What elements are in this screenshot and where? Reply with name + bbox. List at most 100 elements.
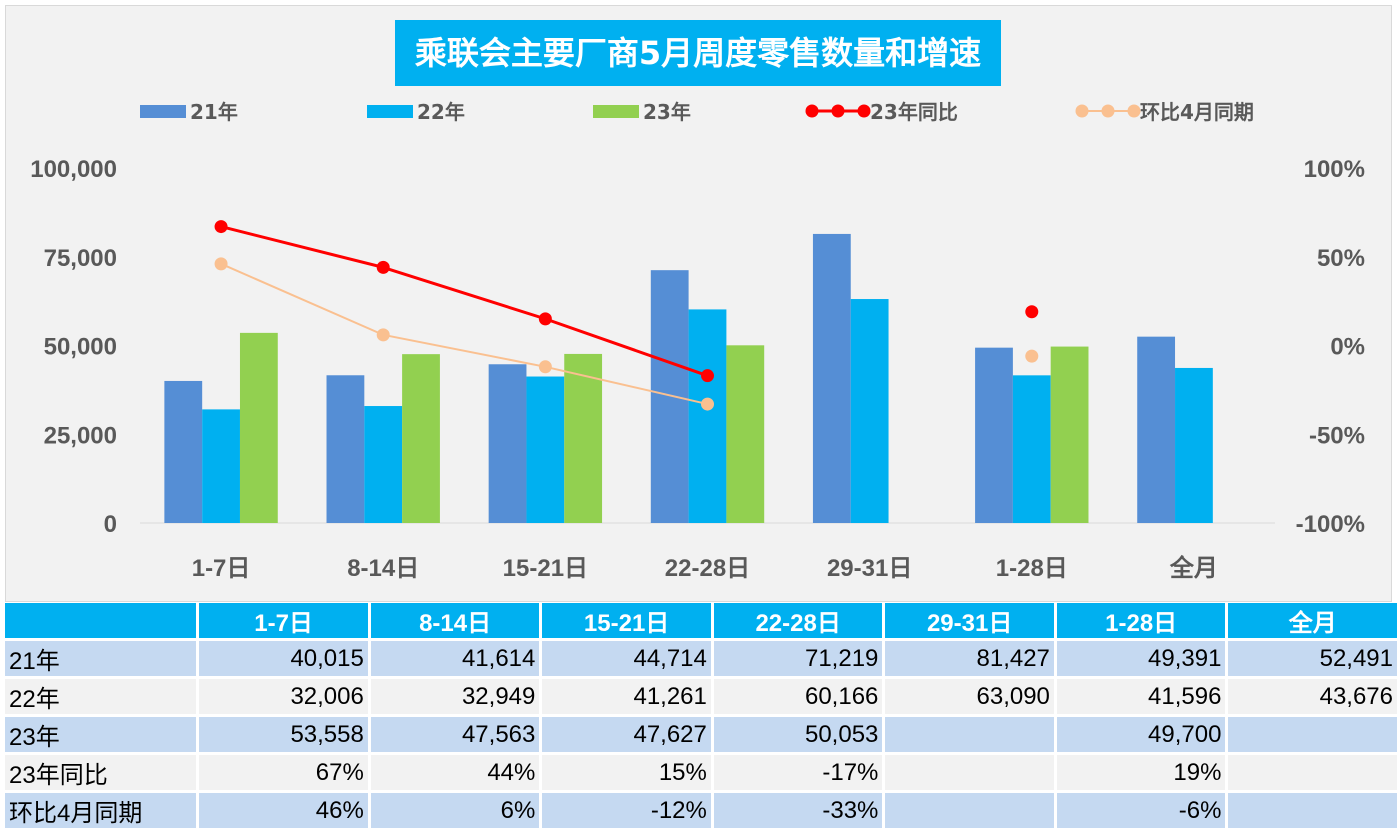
point-环比4月同期 (701, 397, 714, 411)
legend-swatch (593, 105, 639, 118)
bar-22年 (202, 409, 240, 523)
legend-marker (1127, 104, 1141, 118)
bar-21年 (650, 270, 689, 523)
table-cell (1228, 717, 1397, 752)
bar-21年 (326, 375, 365, 523)
bar-22年 (364, 406, 403, 523)
table-cell: -12% (542, 793, 711, 828)
table-cell: 71,219 (713, 641, 883, 676)
bar-21年 (488, 364, 527, 523)
table-cell: 15-21日 (542, 603, 711, 638)
point-环比4月同期 (1025, 349, 1039, 363)
row-label: 23年同比 (5, 755, 197, 790)
point-23年同比 (701, 369, 714, 383)
table-cell: 41,596 (1056, 679, 1226, 714)
table-cell: 53,558 (199, 717, 368, 752)
table-cell (1228, 793, 1397, 828)
legend-marker (857, 104, 871, 118)
table-cell: 44% (370, 755, 540, 790)
table-row: 环比4月同期 46% 6% -12% -33% -6% (5, 793, 1397, 828)
y-left-tick-label: 100,000 (30, 156, 117, 183)
legend-label: 23年同比 (870, 100, 958, 124)
table-cell: 46% (199, 793, 368, 828)
combo-chart: 0 25,000 50,000 75,000 100,000 -100% -50% 0% 50%… (30, 100, 1365, 582)
table-row: 21年 40,015 41,614 44,714 71,219 81,427 49,391 5… (5, 641, 1397, 676)
x-tick-label: 22-28日 (665, 555, 750, 582)
table-cell: 52,491 (1228, 641, 1397, 676)
row-label (5, 603, 197, 638)
table-cell: -33% (713, 793, 883, 828)
chart-title: 乘联会主要厂商5月周度零售数量和增速 (395, 20, 1001, 86)
table-cell: 81,427 (885, 641, 1054, 676)
bar-22年 (526, 376, 565, 523)
y-left-tick-label: 25,000 (44, 422, 117, 449)
point-23年同比 (214, 220, 228, 234)
table-cell: 49,700 (1056, 717, 1226, 752)
x-tick-label: 8-14日 (347, 555, 419, 582)
table-cell (885, 755, 1054, 790)
table-cell: 47,627 (542, 717, 711, 752)
table-cell (885, 717, 1054, 752)
table-cell (885, 793, 1054, 828)
legend-label: 21年 (190, 100, 238, 124)
table-cell: 67% (199, 755, 368, 790)
x-tick-label: 全月 (1169, 554, 1218, 582)
line-23年同比 (220, 225, 708, 378)
y-left-tick-label: 50,000 (44, 334, 117, 361)
table-cell: 40,015 (199, 641, 368, 676)
bar-21年 (164, 380, 203, 523)
table-cell: 60,166 (713, 679, 883, 714)
table-cell: -17% (713, 755, 883, 790)
y-right-tick-label: -100% (1296, 511, 1365, 538)
table-cell: 44,714 (542, 641, 711, 676)
bar-23年 (726, 345, 765, 523)
table-cell: 8-14日 (370, 603, 540, 638)
y-right-tick-label: 100% (1304, 156, 1365, 183)
legend-swatch (140, 105, 186, 118)
table-cell (1228, 755, 1397, 790)
legend-marker (1075, 104, 1089, 118)
bar-23年 (1050, 346, 1089, 523)
bar-21年 (1137, 336, 1176, 523)
y-left-tick-label: 75,000 (44, 245, 117, 272)
table-cell: 63,090 (885, 679, 1054, 714)
x-tick-label: 15-21日 (503, 555, 588, 582)
row-label: 22年 (5, 679, 197, 714)
point-23年同比 (538, 312, 552, 326)
bar-22年 (850, 299, 889, 523)
point-环比4月同期 (538, 360, 552, 374)
table-cell: 19% (1056, 755, 1226, 790)
table-cell: 43,676 (1228, 679, 1397, 714)
legend-marker (831, 104, 845, 118)
point-23年同比 (1025, 305, 1039, 319)
bar-21年 (812, 233, 851, 523)
row-label: 23年 (5, 717, 197, 752)
row-label: 环比4月同期 (5, 793, 197, 828)
x-tick-label: 29-31日 (827, 555, 912, 582)
table-row: 22年 32,006 32,949 41,261 60,166 63,090 41,596 4… (5, 679, 1397, 714)
y-right-tick-label: 0% (1330, 334, 1365, 361)
table-cell: 15% (542, 755, 711, 790)
x-tick-label: 1-7日 (192, 555, 251, 582)
table-cell: 22-28日 (713, 603, 883, 638)
table-cell: 全月 (1228, 603, 1397, 638)
point-环比4月同期 (214, 257, 228, 271)
legend-label: 23年 (643, 100, 691, 124)
bar-23年 (564, 353, 603, 523)
table-cell: 32,006 (199, 679, 368, 714)
legend-marker (1101, 104, 1115, 118)
row-label: 21年 (5, 641, 197, 676)
bar-22年 (688, 309, 727, 523)
table-cell: -6% (1056, 793, 1226, 828)
x-tick-label: 1-28日 (996, 555, 1068, 582)
legend-label: 环比4月同期 (1140, 100, 1254, 124)
y-right-tick-label: -50% (1309, 422, 1365, 449)
table-cell: 41,614 (370, 641, 540, 676)
table-cell: 1-28日 (1056, 603, 1226, 638)
bar-22年 (1012, 375, 1051, 523)
bar-23年 (402, 354, 440, 523)
bar-23年 (239, 332, 278, 523)
table-cell: 41,261 (542, 679, 711, 714)
data-table: 1-7日 8-14日 15-21日 22-28日 29-31日 1-28日 全月 21年 40,… (2, 600, 1397, 831)
table-cell: 32,949 (370, 679, 540, 714)
